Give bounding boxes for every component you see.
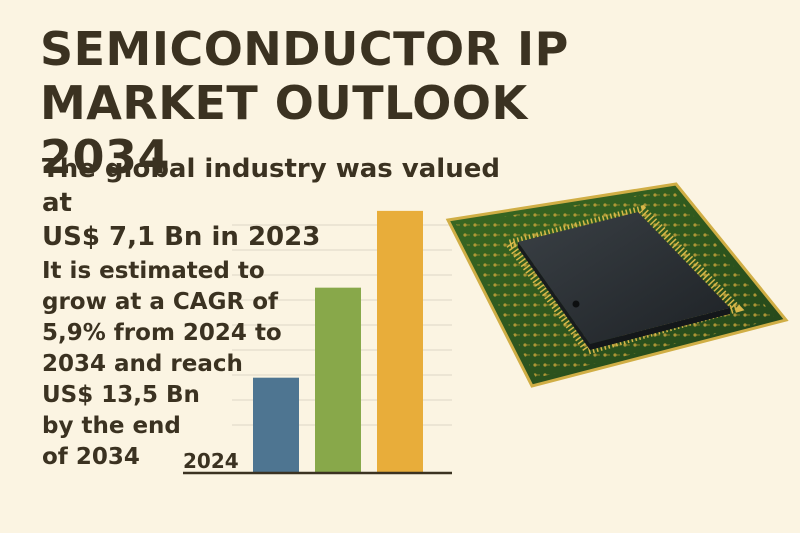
valuation-line-1: The global industry was valued at [42,154,500,218]
forecast-line: grow at a CAGR of [42,289,278,315]
title-line-2: MARKET OUTLOOK 2034 [40,76,528,184]
chart-bar [315,287,361,473]
microchip-icon [440,180,790,410]
x-tick-label: 2024 [183,449,239,473]
chart-bars [253,210,423,473]
valuation-text: The global industry was valued at US$ 7,… [42,152,512,254]
chart-bar [377,210,423,473]
valuation-line-2: US$ 7,1 Bn in 2023 [42,222,321,252]
forecast-line: 5,9% from 2024 to [42,320,282,346]
title-line-1: SEMICONDUCTOR IP [40,22,569,76]
forecast-line: US$ 13,5 Bn [42,382,200,408]
forecast-text: It is estimated to grow at a CAGR of 5,9… [42,256,292,473]
chart-bar [253,377,299,473]
forecast-line: by the end [42,413,181,439]
page-title: SEMICONDUCTOR IP MARKET OUTLOOK 2034 [40,22,660,184]
forecast-line: of 2034 [42,444,140,470]
forecast-line: 2034 and reach [42,351,243,377]
forecast-line: It is estimated to [42,258,265,284]
